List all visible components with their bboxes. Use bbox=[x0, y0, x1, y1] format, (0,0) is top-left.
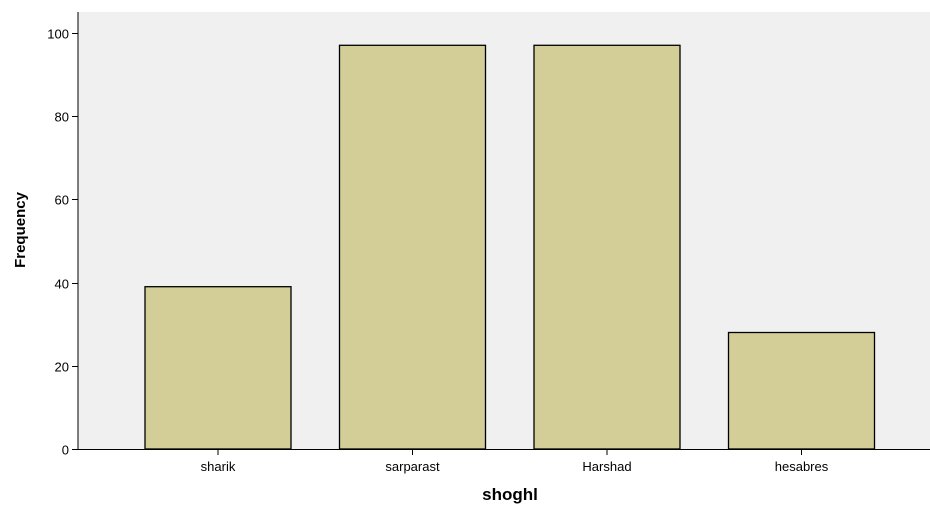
y-tick-label: 20 bbox=[55, 360, 69, 375]
y-tick-label: 0 bbox=[62, 443, 69, 458]
y-axis-title: Frequency bbox=[12, 191, 29, 268]
bars-group bbox=[144, 44, 876, 450]
y-tick-label: 100 bbox=[47, 27, 69, 42]
bar-harshad bbox=[533, 44, 681, 450]
x-axis: sharik sarparast Harshad hesabres bbox=[78, 449, 930, 474]
x-tick-label: hesabres bbox=[775, 459, 829, 474]
x-tick-label: sarparast bbox=[385, 459, 440, 474]
x-axis-title: shoghl bbox=[482, 485, 538, 504]
bar-sarparast bbox=[338, 44, 487, 450]
y-axis: 0 20 40 60 80 100 bbox=[47, 12, 79, 458]
x-tick-label: Harshad bbox=[582, 459, 631, 474]
bar-sharik bbox=[144, 286, 292, 450]
bar-hesabres bbox=[727, 331, 876, 450]
y-tick-label: 80 bbox=[55, 110, 69, 125]
y-tick-label: 60 bbox=[55, 193, 69, 208]
x-tick-label: sharik bbox=[201, 459, 236, 474]
y-tick-label: 40 bbox=[55, 277, 69, 292]
